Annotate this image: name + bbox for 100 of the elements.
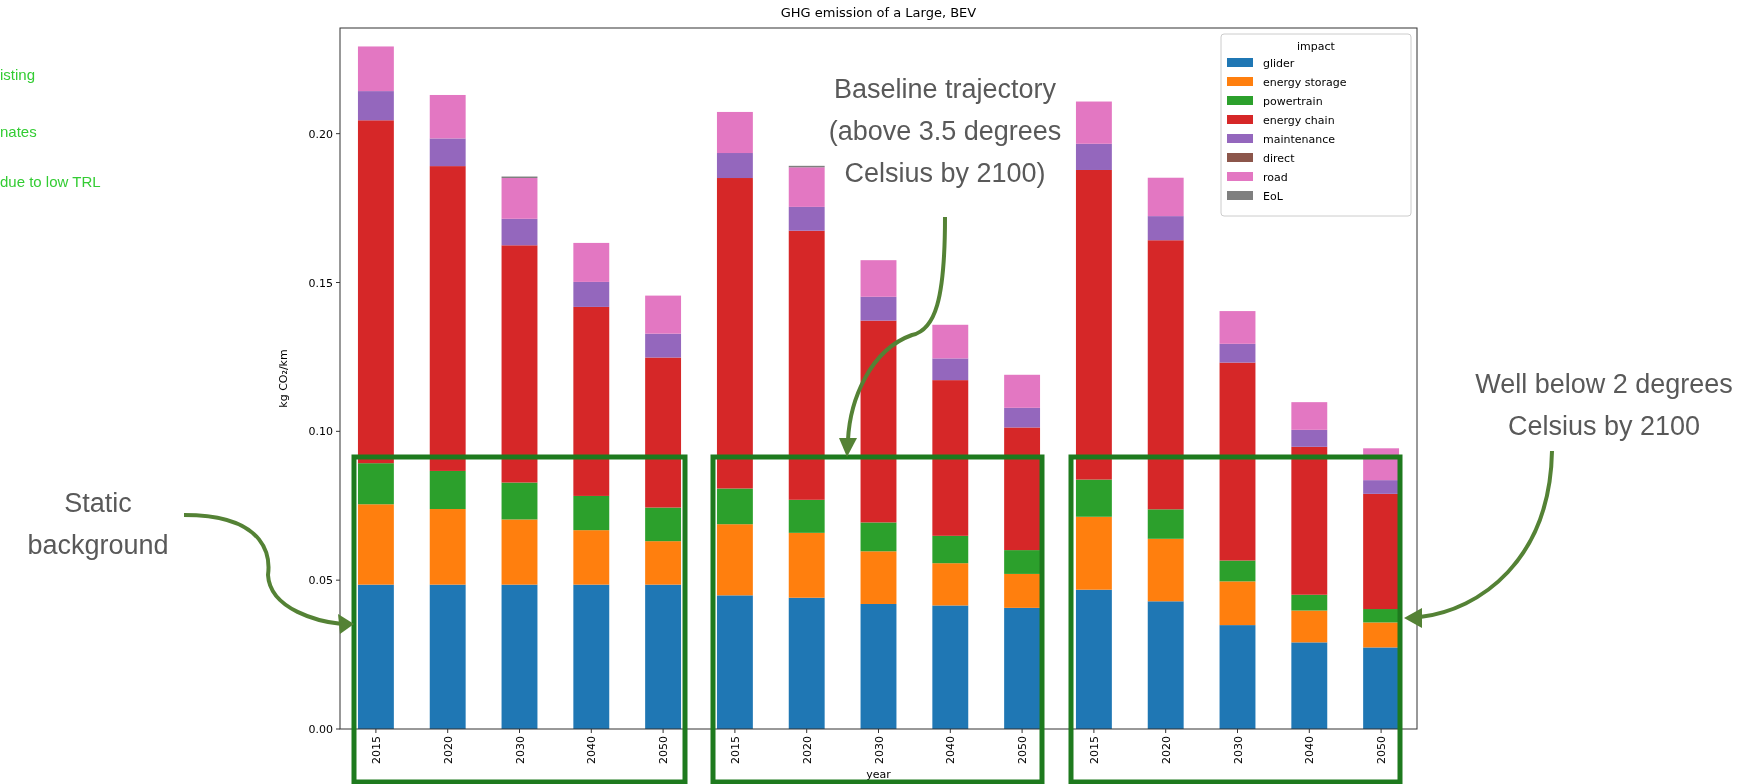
- bar: [716, 178, 753, 489]
- legend-title: impact: [1297, 40, 1336, 53]
- bar: [357, 463, 394, 505]
- bar: [1147, 240, 1184, 510]
- bar: [501, 519, 538, 585]
- bar: [429, 138, 466, 167]
- bar: [716, 111, 753, 154]
- bar: [788, 532, 825, 598]
- bar: [1147, 216, 1184, 241]
- y-tick-label: 0.15: [308, 276, 333, 290]
- bar: [357, 91, 394, 121]
- bar: [1004, 427, 1041, 551]
- bar: [429, 166, 466, 471]
- text: Well below 2 degrees Celsius by 2100: [1475, 369, 1733, 441]
- y-tick-label: 0.00: [308, 723, 333, 736]
- bar: [788, 597, 825, 729]
- bar: [1004, 407, 1041, 428]
- bar: [1075, 479, 1112, 517]
- bar: [788, 167, 825, 207]
- bar: [645, 541, 682, 585]
- bar: [1291, 594, 1328, 611]
- bar: [645, 507, 682, 542]
- bar: [501, 178, 538, 219]
- bar: [788, 206, 825, 231]
- bar: [501, 245, 538, 483]
- x-tick-label: 2020: [1159, 736, 1173, 764]
- bar: [1291, 446, 1328, 595]
- chart-title: GHG emission of a Large, BEV: [780, 5, 977, 20]
- text: nates: [0, 123, 37, 140]
- legend-label: road: [1263, 171, 1288, 184]
- bar: [357, 46, 394, 92]
- x-tick-label: 2050: [1375, 736, 1389, 764]
- x-axis-title: year: [866, 768, 892, 781]
- bar: [501, 482, 538, 520]
- x-tick-label: 2030: [872, 736, 886, 764]
- bar: [1219, 343, 1256, 363]
- x-tick-label: 2040: [944, 736, 958, 764]
- x-tick-label: 2015: [728, 736, 742, 764]
- x-tick-label: 2015: [1087, 736, 1101, 764]
- bar: [573, 306, 610, 496]
- bar: [860, 260, 897, 297]
- bar: [429, 94, 466, 139]
- bar: [860, 522, 897, 552]
- bar: [1291, 402, 1328, 430]
- bar: [932, 324, 969, 359]
- legend-label: direct: [1263, 152, 1296, 165]
- legend-label: EoL: [1263, 190, 1284, 203]
- bar: [357, 120, 394, 464]
- bar: [1363, 622, 1400, 648]
- bar: [573, 530, 610, 585]
- x-tick-label: 2030: [513, 736, 527, 764]
- bar: [573, 495, 610, 531]
- bar: [1219, 625, 1256, 729]
- bar: [716, 488, 753, 525]
- bar: [1075, 143, 1112, 170]
- bar: [1219, 362, 1256, 561]
- text: due to low TRL: [0, 173, 101, 190]
- bar: [1004, 607, 1041, 729]
- bar: [573, 281, 610, 307]
- bar: [1219, 581, 1256, 626]
- bar: [1147, 509, 1184, 539]
- bar: [860, 296, 897, 321]
- annotation: Baseline trajectory (above 3.5 degrees Celsius by 2100): [828, 74, 1062, 188]
- bar: [1363, 493, 1400, 610]
- legend-label: maintenance: [1263, 133, 1336, 146]
- bar: [1291, 429, 1328, 447]
- bar: [645, 295, 682, 334]
- bar: [1219, 311, 1256, 344]
- x-tick-label: 2020: [441, 736, 455, 764]
- bar: [429, 509, 466, 585]
- bar: [1363, 609, 1400, 623]
- x-tick-label: 2040: [585, 736, 599, 764]
- x-tick-label: 2050: [657, 736, 671, 764]
- bar: [716, 595, 753, 729]
- bar: [1147, 601, 1184, 729]
- bar: [1004, 550, 1041, 574]
- bar: [1363, 480, 1400, 494]
- bar: [573, 584, 610, 729]
- legend-label: energy chain: [1263, 114, 1335, 127]
- bar: [932, 563, 969, 606]
- bar: [716, 153, 753, 179]
- legend-label: glider: [1263, 57, 1295, 70]
- bar: [645, 584, 682, 729]
- bar: [932, 535, 969, 564]
- bar: [788, 230, 825, 500]
- bar: [860, 603, 897, 729]
- bar: [1363, 647, 1400, 729]
- bar: [1075, 101, 1112, 144]
- bar: [357, 504, 394, 585]
- bar: [1004, 573, 1041, 608]
- y-tick-label: 0.20: [308, 127, 333, 141]
- bar: [1291, 610, 1328, 643]
- x-tick-label: 2020: [800, 736, 814, 764]
- y-tick-label: 0.05: [308, 574, 333, 588]
- x-tick-label: 2040: [1303, 736, 1317, 764]
- text: Static background: [27, 488, 169, 560]
- bar: [645, 357, 682, 508]
- bar: [1075, 589, 1112, 729]
- bar: [573, 242, 610, 282]
- bar: [645, 333, 682, 358]
